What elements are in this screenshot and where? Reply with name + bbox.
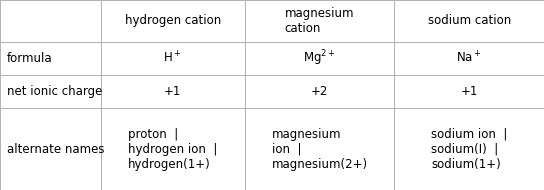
Text: hydrogen cation: hydrogen cation (125, 14, 221, 27)
Text: Mg$^{2+}$: Mg$^{2+}$ (304, 49, 336, 68)
Text: magnesium
ion  |
magnesium(2+): magnesium ion | magnesium(2+) (271, 128, 368, 171)
Text: alternate names: alternate names (7, 143, 104, 156)
Text: +2: +2 (311, 85, 328, 98)
Text: Na$^+$: Na$^+$ (456, 51, 482, 66)
Text: sodium cation: sodium cation (428, 14, 511, 27)
Text: formula: formula (7, 52, 52, 65)
Text: proton  |
hydrogen ion  |
hydrogen(1+): proton | hydrogen ion | hydrogen(1+) (128, 128, 218, 171)
Text: magnesium
cation: magnesium cation (285, 7, 354, 35)
Text: H$^+$: H$^+$ (163, 51, 182, 66)
Text: net ionic charge: net ionic charge (7, 85, 102, 98)
Text: +1: +1 (164, 85, 181, 98)
Text: +1: +1 (461, 85, 478, 98)
Text: sodium ion  |
sodium(I)  |
sodium(1+): sodium ion | sodium(I) | sodium(1+) (431, 128, 508, 171)
